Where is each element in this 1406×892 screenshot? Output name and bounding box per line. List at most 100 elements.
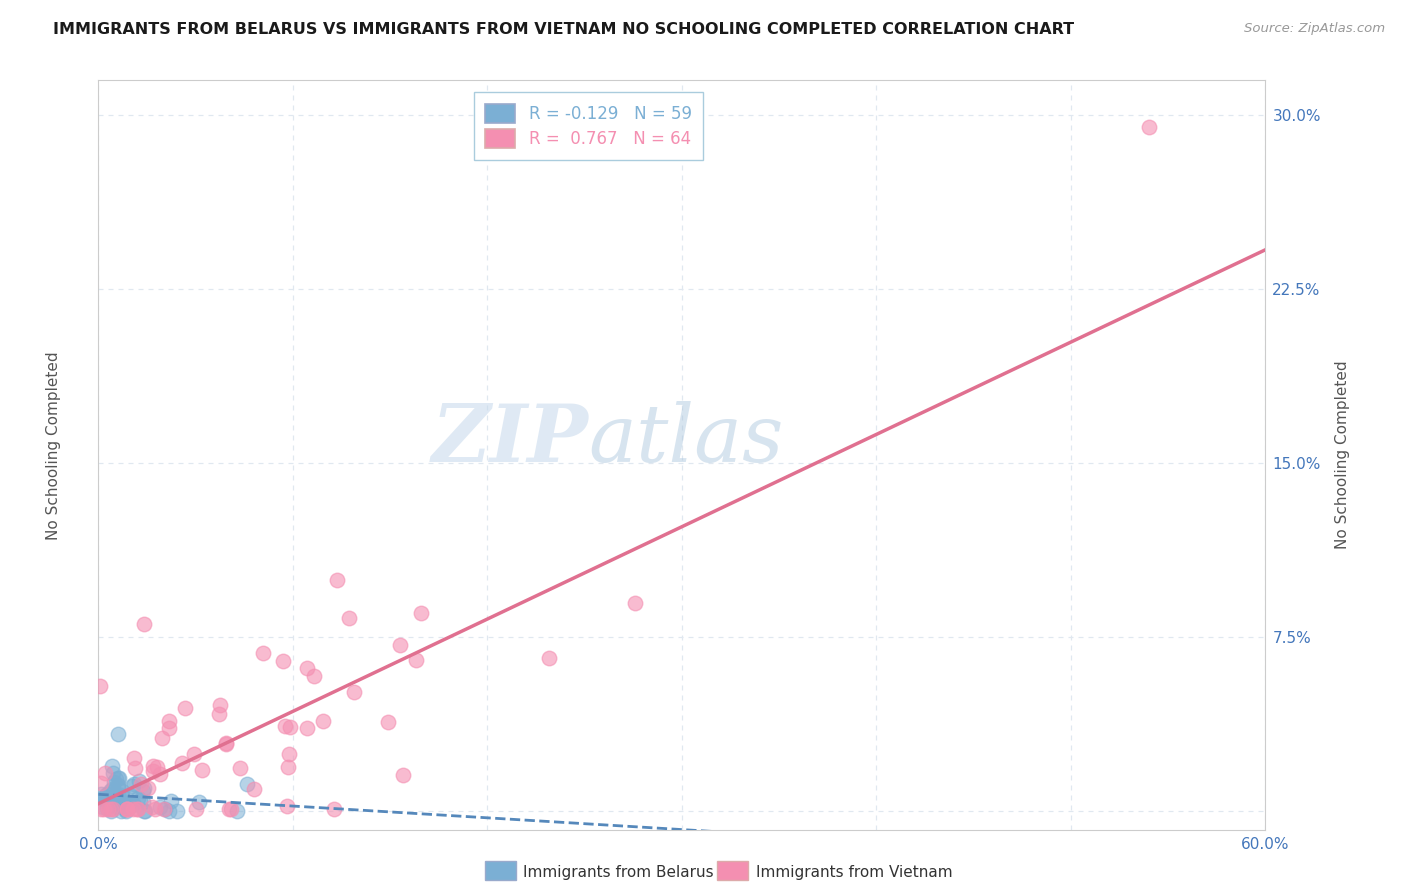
Point (278, 747, 301, 761)
Point (94, 789, 117, 803)
Point (107, 772, 129, 786)
Point (90, 788, 112, 802)
Point (142, 758, 165, 772)
Point (100, 797, 122, 812)
Point (94, 766, 117, 780)
Point (100, 802, 122, 816)
Point (96, 788, 118, 802)
Text: No Schooling Completed: No Schooling Completed (46, 351, 60, 541)
Point (209, 698, 232, 713)
Point (146, 759, 169, 773)
Point (122, 776, 145, 790)
Point (337, 611, 360, 625)
Point (219, 802, 242, 816)
Point (101, 782, 124, 797)
Point (96, 801, 118, 815)
Point (100, 804, 122, 818)
Point (107, 726, 129, 740)
Point (97, 802, 120, 816)
Point (188, 795, 211, 809)
Point (115, 804, 138, 818)
Point (136, 781, 159, 796)
Point (326, 573, 349, 587)
Text: Immigrants from Belarus: Immigrants from Belarus (523, 865, 714, 880)
Point (215, 736, 238, 750)
Point (141, 800, 163, 814)
Point (105, 796, 128, 810)
Point (152, 802, 174, 816)
Point (127, 802, 149, 816)
Point (134, 804, 156, 818)
Point (389, 638, 412, 652)
Point (121, 796, 143, 810)
Point (122, 751, 145, 765)
Point (304, 668, 326, 682)
Point (100, 789, 122, 804)
Point (149, 799, 172, 814)
Point (312, 714, 335, 729)
Point (104, 798, 127, 813)
Point (323, 802, 346, 816)
Point (122, 797, 145, 812)
Point (157, 714, 180, 728)
Point (160, 794, 183, 808)
Point (134, 804, 156, 818)
Point (122, 802, 145, 816)
Point (274, 719, 297, 733)
Point (191, 763, 214, 777)
Point (105, 790, 128, 805)
Point (120, 795, 142, 809)
Y-axis label: No Schooling Completed: No Schooling Completed (1334, 360, 1350, 549)
Point (295, 721, 318, 735)
Point (127, 791, 149, 805)
Point (129, 777, 152, 791)
Point (623, 596, 645, 610)
Point (228, 761, 250, 775)
Point (128, 773, 150, 788)
Point (107, 780, 129, 795)
Point (107, 787, 129, 801)
Text: ZIP: ZIP (432, 401, 589, 479)
Point (103, 775, 125, 789)
Point (342, 685, 364, 699)
Point (114, 802, 136, 816)
Point (105, 772, 128, 786)
Point (132, 795, 155, 809)
Text: atlas: atlas (589, 401, 785, 479)
Point (132, 784, 155, 798)
Point (101, 765, 124, 780)
Point (183, 747, 205, 761)
Point (115, 802, 138, 816)
Point (112, 797, 135, 811)
Point (218, 802, 240, 816)
Legend: R = -0.129   N = 59, R =  0.767   N = 64: R = -0.129 N = 59, R = 0.767 N = 64 (474, 93, 703, 160)
Point (97, 797, 120, 811)
Point (142, 764, 165, 778)
Point (115, 796, 138, 810)
Point (405, 653, 427, 667)
Point (157, 804, 180, 818)
Point (101, 802, 124, 816)
Point (143, 802, 166, 816)
Point (101, 784, 124, 798)
Point (149, 766, 172, 780)
Point (111, 789, 134, 803)
Point (110, 784, 132, 798)
Point (391, 768, 413, 782)
Text: Immigrants from Vietnam: Immigrants from Vietnam (756, 865, 953, 880)
Point (107, 778, 129, 792)
Point (166, 804, 188, 818)
Point (153, 802, 176, 816)
Point (90, 791, 112, 805)
Point (215, 737, 238, 751)
Point (132, 780, 155, 795)
Point (186, 802, 208, 816)
Point (98, 784, 121, 798)
Point (208, 706, 231, 721)
Point (377, 714, 399, 729)
Point (1137, 120, 1160, 134)
Point (115, 802, 138, 816)
Point (150, 731, 173, 745)
Point (129, 793, 152, 807)
Point (252, 646, 274, 660)
